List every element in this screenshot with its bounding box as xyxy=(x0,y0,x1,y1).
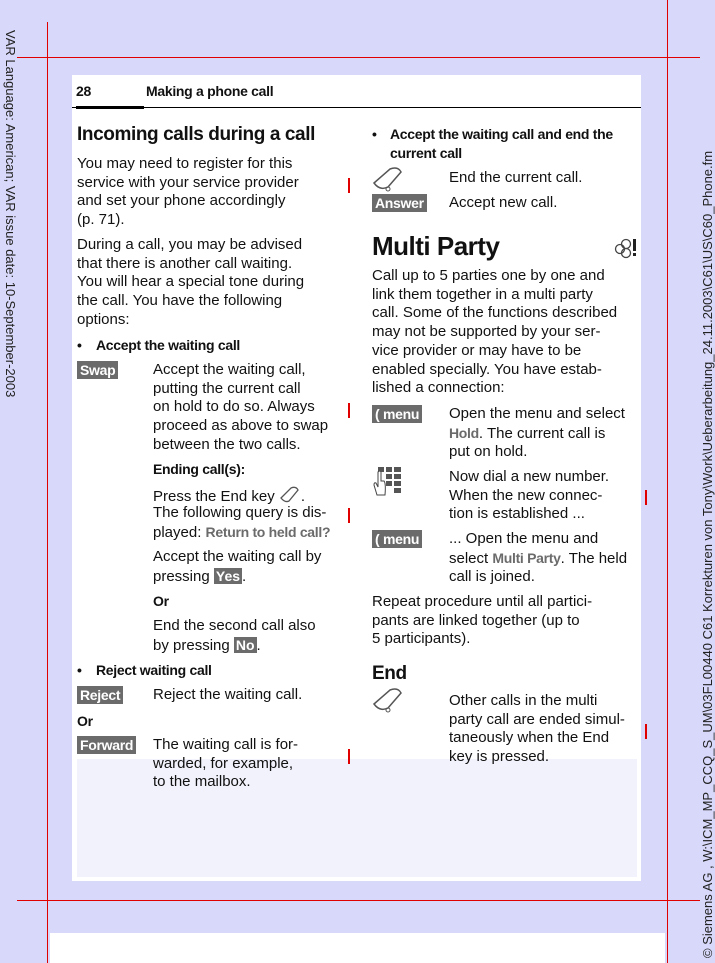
played-text: played: xyxy=(153,524,206,541)
change-bar xyxy=(348,178,350,193)
step-join: ... Open the menu and select Multi Party… xyxy=(449,530,627,587)
menu-label: menu xyxy=(382,531,420,547)
held-call-query: Return to held call? xyxy=(205,524,331,540)
header-rule-accent xyxy=(76,106,144,109)
query-line-2: played: Return to held call? xyxy=(153,523,331,543)
right-margin-note: © Siemens AG , W:\ICM_MP_CCQ_S_UM\03FL00… xyxy=(700,150,715,958)
pressing-text: by pressing xyxy=(153,637,234,654)
change-bar xyxy=(645,490,647,505)
crop-line-top xyxy=(17,57,700,58)
chapter-title: Making a phone call xyxy=(146,83,274,99)
page-number: 28 xyxy=(76,83,91,99)
step-hold-text: Open the menu and select xyxy=(449,405,625,422)
period: . xyxy=(242,568,247,585)
end-current-text: End the current call. xyxy=(449,169,583,186)
accept-line: Accept the waiting call by xyxy=(153,548,322,565)
end-paragraph: Other calls in the multi party call are … xyxy=(449,692,625,766)
change-bar xyxy=(645,724,647,739)
menu-softkey: ( menu xyxy=(372,530,423,548)
section-title: Incoming calls during a call xyxy=(77,124,315,145)
multi-party-paragraph: Call up to 5 parties one by one and link… xyxy=(372,267,618,397)
end-key-icon xyxy=(280,486,299,503)
reject-softkey: Reject xyxy=(77,686,124,704)
step-dial: Now dial a new number. When the new conn… xyxy=(449,468,610,523)
ending-heading: Ending call(s): xyxy=(153,461,245,477)
step-join-text: . The held call is joined. xyxy=(449,549,628,586)
repeat-paragraph: Repeat procedure until all partici- pant… xyxy=(372,593,593,648)
change-bar xyxy=(348,508,350,523)
query-line: The following query is dis- xyxy=(153,504,327,521)
or-label: Or xyxy=(77,713,93,729)
bullet-reject-label: Reject waiting call xyxy=(95,662,212,678)
bullet-accept-label: Accept the waiting call xyxy=(95,337,240,353)
answer-softkey: Answer xyxy=(372,194,427,212)
crop-line-right xyxy=(667,0,668,963)
change-bar xyxy=(348,403,350,418)
network-service-icon xyxy=(614,238,636,259)
period: . xyxy=(300,488,306,505)
forward-text: The waiting call is for- warded, for exa… xyxy=(153,736,299,791)
end-second-line-2: by pressing No. xyxy=(153,636,261,656)
phone-icon: ( xyxy=(375,531,380,547)
step-hold: Open the menu and select Hold. The curre… xyxy=(449,405,625,462)
press-end-text: Press the End key xyxy=(153,488,275,505)
shaded-area xyxy=(77,759,637,877)
accept-line-2: pressing Yes. xyxy=(153,567,246,587)
phone-icon: ( xyxy=(375,406,380,422)
change-bar xyxy=(348,749,350,764)
step-join-text: ... Open the menu and select xyxy=(449,530,599,567)
end-key-icon xyxy=(372,167,402,192)
end-second-line: End the second call also xyxy=(153,617,316,634)
or-label: Or xyxy=(153,593,169,609)
menu-softkey: ( menu xyxy=(372,405,423,423)
step-hold-text: . The current call is put on hold. xyxy=(449,424,606,461)
menu-label: menu xyxy=(382,406,420,422)
swap-softkey: Swap xyxy=(77,361,119,379)
multi-party-title: Multi Party xyxy=(372,231,500,261)
reject-text: Reject the waiting call. xyxy=(153,686,303,703)
multi-party-term: Multi Party xyxy=(492,549,561,566)
end-key-icon xyxy=(372,688,402,713)
bullet-reject: • Reject waiting call xyxy=(77,662,212,678)
press-end-line: Press the End key . xyxy=(153,486,305,507)
period: . xyxy=(256,637,261,654)
forward-softkey: Forward xyxy=(77,736,137,754)
waiting-paragraph: During a call, you may be advised that t… xyxy=(77,236,305,328)
keypad-icon xyxy=(373,467,401,496)
page xyxy=(72,75,641,881)
crop-line-bottom xyxy=(17,900,700,901)
next-page-edge xyxy=(50,933,665,963)
bullet-accept: • Accept the waiting call xyxy=(77,337,240,353)
intro-paragraph: You may need to register for this servic… xyxy=(77,155,299,229)
left-margin-note: VAR Language: American; VAR issue date: … xyxy=(3,30,18,398)
hold-term: Hold xyxy=(449,424,479,441)
answer-text: Accept new call. xyxy=(449,194,558,211)
swap-text: Accept the waiting call, putting the cur… xyxy=(153,361,329,453)
yes-softkey: Yes xyxy=(213,568,243,584)
bullet-accept-end: • Accept the waiting call and end the cur… xyxy=(372,126,613,161)
end-heading: End xyxy=(372,663,407,684)
bullet-accept-end-label: Accept the waiting call and end the curr… xyxy=(390,126,613,161)
pressing-text: pressing xyxy=(153,568,214,585)
header-rule xyxy=(72,107,641,108)
crop-line-left xyxy=(47,22,48,963)
no-softkey: No xyxy=(233,637,257,653)
